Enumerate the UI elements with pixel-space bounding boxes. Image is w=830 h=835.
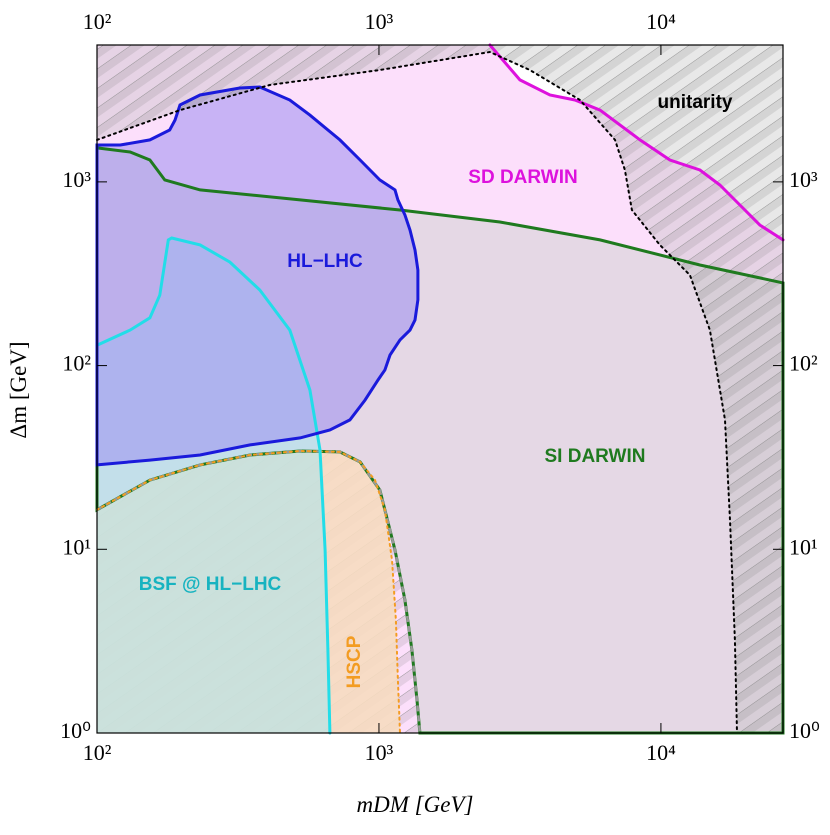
y-tick-label: 10² — [62, 351, 91, 376]
y-tick-label-right: 10³ — [789, 167, 818, 192]
region-boundary — [95, 85, 420, 467]
x-tick-label: 10³ — [365, 740, 394, 765]
x-tick-label: 10² — [83, 740, 112, 765]
x-tick-label-top: 10³ — [365, 9, 394, 34]
plot-frame — [96, 44, 784, 734]
region-hatch — [97, 45, 783, 733]
region-boundary — [96, 449, 401, 734]
region-label: HSCP — [344, 635, 365, 688]
x-tick-label: 10⁴ — [646, 740, 676, 765]
region-boundary — [488, 43, 785, 242]
region-boundary — [96, 50, 738, 734]
x-tick-label-top: 10⁴ — [646, 9, 676, 34]
region-label: SD DARWIN — [468, 167, 577, 188]
region-label: unitarity — [658, 92, 733, 113]
y-tick-label-right: 10¹ — [789, 534, 818, 559]
y-tick-label-right: 10⁰ — [789, 718, 820, 743]
x-tick-label-top: 10² — [83, 9, 112, 34]
region-fill — [97, 87, 418, 465]
x-axis-label: mDM [GeV] — [357, 792, 474, 817]
region-boundary — [95, 236, 332, 735]
y-tick-label: 10¹ — [62, 534, 91, 559]
y-axis-label: Δm [GeV] — [6, 341, 31, 438]
y-tick-label: 10³ — [62, 167, 91, 192]
y-tick-label: 10⁰ — [60, 718, 91, 743]
region-label: SI DARWIN — [545, 446, 646, 467]
region-label: HL−LHC — [287, 251, 363, 272]
region-label: BSF @ HL−LHC — [139, 574, 282, 595]
y-tick-label-right: 10² — [789, 351, 818, 376]
